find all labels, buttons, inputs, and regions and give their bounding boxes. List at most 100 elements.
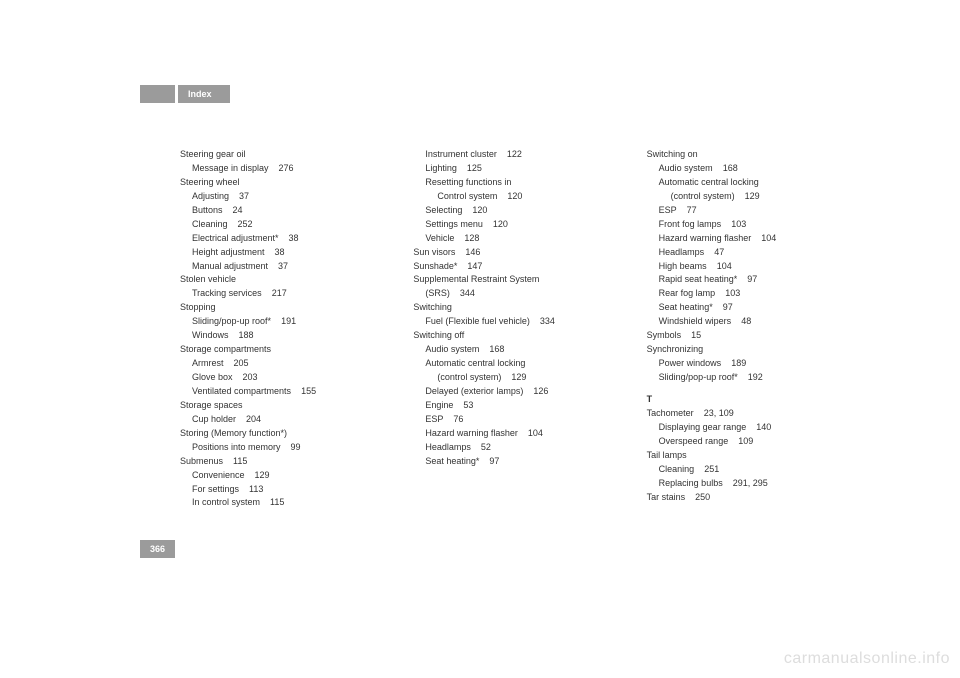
entry-page: 344 bbox=[460, 288, 475, 298]
entry-page: 24 bbox=[233, 205, 243, 215]
entry-text: Lighting bbox=[425, 163, 457, 173]
index-entry: Headlamps52 bbox=[413, 441, 606, 455]
entry-page: 113 bbox=[249, 484, 263, 494]
index-entry: Seat heating* 97 bbox=[647, 301, 840, 315]
index-entry: Seat heating*97 bbox=[413, 455, 606, 469]
index-entry: Displaying gear range140 bbox=[647, 421, 840, 435]
index-entry: Rear fog lamp103 bbox=[647, 287, 840, 301]
index-entry: Resetting functions in bbox=[413, 176, 606, 190]
index-entry: Engine 53 bbox=[413, 399, 606, 413]
entry-page: 120 bbox=[472, 205, 487, 215]
entry-text: ESP bbox=[659, 205, 677, 215]
entry-page: 104 bbox=[717, 261, 732, 271]
entry-text: Height adjustment bbox=[192, 247, 265, 257]
index-entry: Switching on bbox=[647, 148, 840, 162]
entry-page: 168 bbox=[489, 344, 504, 354]
entry-page: 122 bbox=[507, 149, 522, 159]
entry-page: 334 bbox=[540, 316, 555, 326]
entry-page: 120 bbox=[493, 219, 508, 229]
entry-text: Electrical adjustment* bbox=[192, 233, 279, 243]
entry-text: Symbols bbox=[647, 330, 682, 340]
entry-text: Audio system bbox=[659, 163, 713, 173]
entry-page: 251 bbox=[704, 464, 719, 474]
index-entry: Buttons24 bbox=[180, 204, 373, 218]
index-entry: Positions into memory99 bbox=[180, 441, 373, 455]
entry-text: Engine bbox=[425, 400, 453, 410]
entry-page: 15 bbox=[691, 330, 701, 340]
entry-text: Storage compartments bbox=[180, 344, 271, 354]
index-entry: Power windows 189 bbox=[647, 357, 840, 371]
entry-text: Selecting bbox=[425, 205, 462, 215]
index-entry: Convenience129 bbox=[180, 469, 373, 483]
index-entry: Tachometer 23, 109 bbox=[647, 407, 840, 421]
entry-page: 104 bbox=[761, 233, 776, 243]
entry-text: Tar stains bbox=[647, 492, 686, 502]
entry-text: Tail lamps bbox=[647, 450, 687, 460]
entry-page: 23, 109 bbox=[704, 408, 734, 418]
index-entry: Replacing bulbs291, 295 bbox=[647, 477, 840, 491]
entry-text: Power windows bbox=[659, 358, 722, 368]
index-entry: Tracking services217 bbox=[180, 287, 373, 301]
watermark: carmanualsonline.info bbox=[784, 650, 950, 668]
entry-page: 120 bbox=[507, 191, 522, 201]
entry-text: Hazard warning flasher bbox=[659, 233, 752, 243]
column-1: Steering gear oilMessage in display276St… bbox=[180, 148, 373, 510]
index-entry: Sun visors146 bbox=[413, 246, 606, 260]
entry-page: 140 bbox=[756, 422, 771, 432]
index-entry: Ventilated compartments155 bbox=[180, 385, 373, 399]
entry-page: 103 bbox=[725, 288, 740, 298]
index-entry: In control system 115 bbox=[180, 496, 373, 510]
entry-page: 97 bbox=[489, 456, 499, 466]
index-entry: Selecting 120 bbox=[413, 204, 606, 218]
entry-text: Vehicle bbox=[425, 233, 454, 243]
entry-page: 204 bbox=[246, 414, 261, 424]
entry-text: Tachometer bbox=[647, 408, 694, 418]
entry-page: 97 bbox=[747, 274, 757, 284]
index-entry: Adjusting37 bbox=[180, 190, 373, 204]
index-entry: (control system)129 bbox=[413, 371, 606, 385]
index-entry: Windows188 bbox=[180, 329, 373, 343]
entry-page: 189 bbox=[731, 358, 746, 368]
entry-page: 146 bbox=[465, 247, 480, 257]
index-entry: Steering gear oil bbox=[180, 148, 373, 162]
entry-text: Steering gear oil bbox=[180, 149, 246, 159]
entry-text: Seat heating* bbox=[659, 302, 713, 312]
entry-text: Sunshade* bbox=[413, 261, 457, 271]
entry-page: 129 bbox=[511, 372, 526, 382]
entry-text: Sliding/pop-up roof* bbox=[192, 316, 271, 326]
entry-page: 53 bbox=[463, 400, 473, 410]
entry-text: Windows bbox=[192, 330, 229, 340]
index-entry: T bbox=[647, 393, 840, 407]
entry-page: 126 bbox=[533, 386, 548, 396]
header-accent bbox=[140, 85, 175, 103]
entry-page: 168 bbox=[723, 163, 738, 173]
index-entry: Automatic central locking bbox=[413, 357, 606, 371]
index-entry: High beams104 bbox=[647, 260, 840, 274]
entry-text: Cleaning bbox=[659, 464, 695, 474]
header-main: Index bbox=[178, 85, 230, 103]
entry-text: In control system bbox=[192, 497, 260, 507]
index-entry: Headlamps47 bbox=[647, 246, 840, 260]
index-entry: Storage compartments bbox=[180, 343, 373, 357]
entry-text: (control system) bbox=[671, 191, 735, 201]
entry-page: 191 bbox=[281, 316, 296, 326]
entry-page: 115 bbox=[270, 497, 284, 507]
entry-page: 38 bbox=[275, 247, 285, 257]
index-entry: Stopping bbox=[180, 301, 373, 315]
index-entry: Control system120 bbox=[413, 190, 606, 204]
entry-text: Resetting functions in bbox=[425, 177, 511, 187]
index-entry: Synchronizing bbox=[647, 343, 840, 357]
index-entry: Rapid seat heating* 97 bbox=[647, 273, 840, 287]
entry-page: 97 bbox=[723, 302, 733, 312]
index-entry: Cup holder204 bbox=[180, 413, 373, 427]
entry-text: Manual adjustment bbox=[192, 261, 268, 271]
index-entry: ESP77 bbox=[647, 204, 840, 218]
entry-text: Rapid seat heating* bbox=[659, 274, 738, 284]
entry-text: Stolen vehicle bbox=[180, 274, 236, 284]
page-number-box: 366 bbox=[140, 540, 175, 558]
entry-text: Tracking services bbox=[192, 288, 262, 298]
entry-text: Convenience bbox=[192, 470, 245, 480]
entry-page: 291, 295 bbox=[733, 478, 768, 488]
index-entry: Manual adjustment37 bbox=[180, 260, 373, 274]
index-entry: For settings113 bbox=[180, 483, 373, 497]
